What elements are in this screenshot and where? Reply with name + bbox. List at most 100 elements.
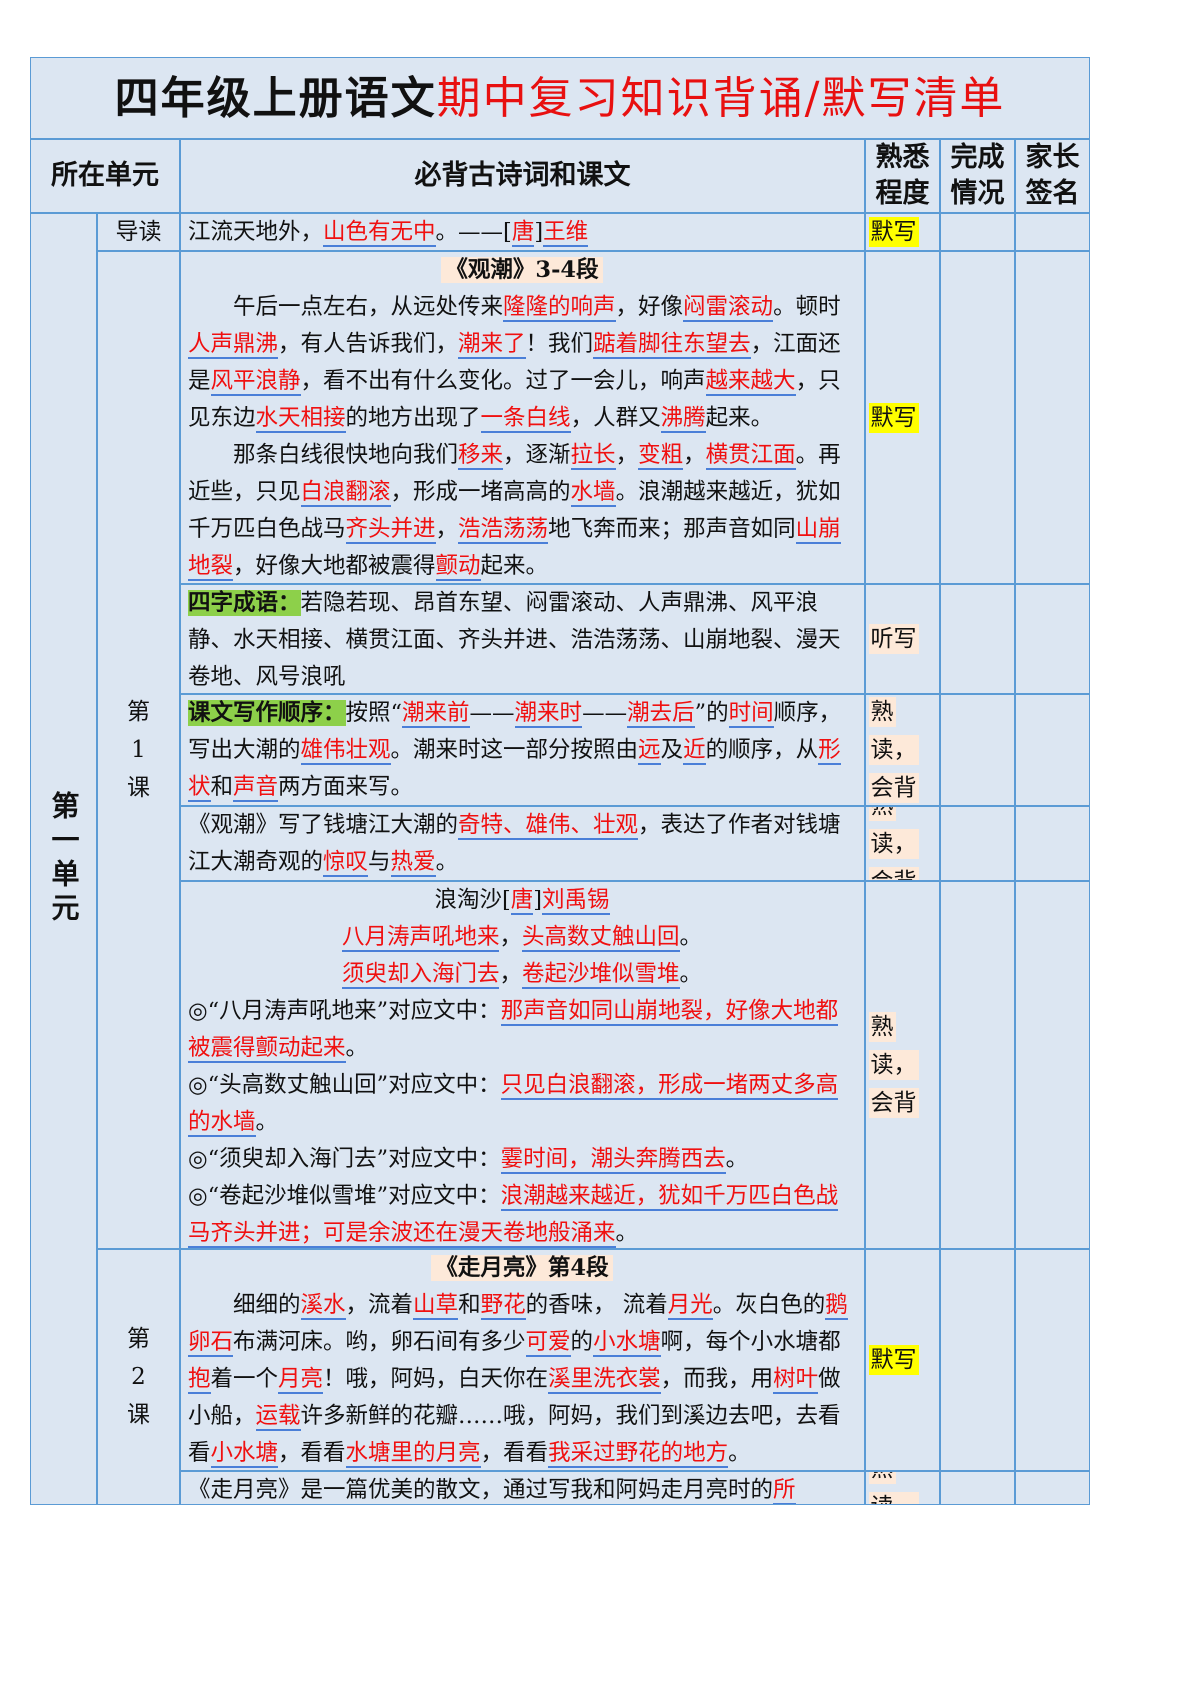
content-cell: 四字成语：若隐若现、昂首东望、闷雷滚动、人声鼎沸、风平浪静、水天相接、横贯江面、… xyxy=(180,584,865,694)
text-segment: 浪淘沙[ xyxy=(434,887,511,913)
text-segment: ，流着 xyxy=(345,1292,414,1318)
parent-signature-cell[interactable] xyxy=(1015,1471,1090,1505)
header-parent-signature: 家长签名 xyxy=(1015,139,1090,213)
completion-cell[interactable] xyxy=(940,1249,1015,1471)
text-segment: 。 xyxy=(345,1035,369,1061)
familiarity-cell: 熟读，会背 xyxy=(865,694,940,806)
key-phrase: 奇特、雄伟、壮观 xyxy=(458,812,639,840)
key-phrase: 水塘里的月亮 xyxy=(345,1440,481,1468)
text-segment: 许多新鲜的花瓣……哦，阿妈，我们到溪边去吧，去看看 xyxy=(188,1403,841,1466)
text-segment: 与 xyxy=(368,849,391,875)
familiarity-badge: 默写 xyxy=(868,1345,919,1375)
key-phrase: 风平浪静 xyxy=(210,368,301,396)
text-segment: 。潮来时这一部分按照由 xyxy=(390,737,639,763)
text-segment: 顺序，写出大潮的 xyxy=(188,700,842,763)
key-phrase: 惊叹 xyxy=(323,849,369,877)
lesson-2-label: 第2课 xyxy=(126,1326,150,1428)
key-phrase: 潮来时 xyxy=(514,700,583,728)
completion-cell[interactable] xyxy=(940,213,1015,251)
text-segment: ，看看 xyxy=(480,1440,549,1466)
text-segment: 的香味， 流着 xyxy=(525,1292,668,1318)
text-segment: 着一个 xyxy=(210,1366,279,1392)
parent-signature-cell[interactable] xyxy=(1015,694,1090,806)
familiarity-badge-wrap: 听写 xyxy=(867,620,939,658)
paragraph: 浪淘沙[唐]刘禹锡 xyxy=(188,882,856,919)
key-phrase: 须臾却入海门去 xyxy=(341,961,500,989)
completion-cell[interactable] xyxy=(940,806,1015,881)
key-phrase: 所 xyxy=(773,1477,796,1504)
text-segment: ，表达了作者对钱塘江大潮奇观的 xyxy=(188,812,841,875)
familiarity-badge-wrap: 熟读，会背 xyxy=(867,695,939,805)
text-segment: ，逐渐 xyxy=(503,442,571,468)
content-cell: 江流天地外，山色有无中。——[唐]王维 xyxy=(180,213,865,251)
completion-cell[interactable] xyxy=(940,694,1015,806)
key-phrase: 形状 xyxy=(188,737,841,802)
text-segment: 若隐若现、昂首东望、闷雷滚动、人声鼎沸、风平浪静、水天相接、横贯江面、齐头并进、… xyxy=(188,590,841,690)
parent-signature-cell[interactable] xyxy=(1015,584,1090,694)
text-segment: 啊，每个小水塘都 xyxy=(660,1329,841,1355)
lesson-intro: 导读 xyxy=(97,213,180,251)
key-phrase: 唐 xyxy=(511,219,535,247)
text-segment: ，而我，用 xyxy=(660,1366,774,1392)
key-phrase: 潮来前 xyxy=(402,700,470,728)
paragraph: 四字成语：若隐若现、昂首东望、闷雷滚动、人声鼎沸、风平浪静、水天相接、横贯江面、… xyxy=(188,585,856,693)
key-phrase: 溪里洗衣裳 xyxy=(548,1366,661,1394)
header-familiarity: 熟悉程度 xyxy=(865,139,940,213)
text-segment: 。 xyxy=(255,1109,279,1135)
text-segment: ，人群又 xyxy=(570,405,661,431)
key-phrase: 水墙 xyxy=(570,479,616,507)
paragraph: 午后一点左右，从远处传来隆隆的响声，好像闷雷滚动。顿时人声鼎沸，有人告诉我们，潮… xyxy=(188,289,856,437)
key-phrase: 变粗 xyxy=(638,442,684,470)
key-phrase: 横贯江面 xyxy=(705,442,796,470)
key-phrase: 野花 xyxy=(480,1292,526,1320)
key-phrase: 闷雷滚动 xyxy=(683,294,774,322)
text-segment: 起来。 xyxy=(480,553,549,579)
text-segment: ◎“头高数丈触山回”对应文中： xyxy=(188,1072,501,1098)
parent-signature-cell[interactable] xyxy=(1015,213,1090,251)
text-segment: 江流天地外， xyxy=(188,219,324,245)
text-segment: 。——[ xyxy=(435,219,512,245)
text-segment: 。顿时 xyxy=(773,294,841,320)
text-segment: 《观潮》写了钱塘江大潮的 xyxy=(188,812,459,838)
header-unit: 所在单元 xyxy=(30,139,180,213)
paragraph: ◎“头高数丈触山回”对应文中：只见白浪翻滚，形成一堵两丈多高的水墙。 xyxy=(188,1067,856,1141)
parent-signature-cell[interactable] xyxy=(1015,881,1090,1249)
familiarity-cell: 熟读，会背 xyxy=(865,806,940,881)
content-cell: 课文写作顺序：按照“潮来前——潮来时——潮去后”的时间顺序，写出大潮的雄伟壮观。… xyxy=(180,694,865,806)
content-cell: 浪淘沙[唐]刘禹锡 八月涛声吼地来，头高数丈触山回。 须臾却入海门去，卷起沙堆似雪堆… xyxy=(180,881,865,1249)
text-segment: ，好像 xyxy=(615,294,684,320)
parent-signature-cell[interactable] xyxy=(1015,1249,1090,1471)
parent-signature-cell[interactable] xyxy=(1015,806,1090,881)
completion-cell[interactable] xyxy=(940,1471,1015,1505)
key-phrase: 齐头并进 xyxy=(345,516,436,544)
text-segment: —— xyxy=(469,700,515,726)
completion-cell[interactable] xyxy=(940,251,1015,584)
text-segment: 布满河床。哟，卵石间有多少 xyxy=(233,1329,526,1355)
content-cell: 《走月亮》第4段 细细的溪水，流着山草和野花的香味， 流着月光。灰白色的鹅卵石布满… xyxy=(180,1249,865,1471)
key-phrase: 潮来了 xyxy=(458,331,526,359)
key-phrase: 山崩地裂 xyxy=(188,516,841,581)
completion-cell[interactable] xyxy=(940,584,1015,694)
key-phrase: 唐 xyxy=(510,887,534,915)
key-phrase: 小水塘 xyxy=(593,1329,661,1357)
key-phrase: 卷起沙堆似雪堆 xyxy=(522,961,680,989)
familiarity-badge: 听写 xyxy=(868,624,919,654)
content-cell: 《观潮》3-4段 午后一点左右，从远处传来隆隆的响声，好像闷雷滚动。顿时人声鼎沸，… xyxy=(180,251,865,584)
text-segment: 。 xyxy=(679,961,703,987)
key-phrase: 沸腾 xyxy=(660,405,706,433)
text-segment: 。 xyxy=(435,849,459,875)
key-phrase: 山草 xyxy=(413,1292,459,1320)
paragraph: 《走月亮》是一篇优美的散文，通过写我和阿妈走月亮时的所 xyxy=(188,1472,856,1504)
key-phrase: 远 xyxy=(638,737,661,765)
text-segment: 按照“ xyxy=(345,700,403,726)
familiarity-badge-wrap: 默写 xyxy=(867,1341,939,1379)
parent-signature-cell[interactable] xyxy=(1015,251,1090,584)
familiarity-badge: 熟读， xyxy=(868,1472,919,1504)
key-phrase: 只见白浪翻滚，形成一堵两丈多高的水墙 xyxy=(188,1072,839,1137)
header-content: 必背古诗词和课文 xyxy=(180,139,865,213)
paragraph: 须臾却入海门去，卷起沙堆似雪堆。 xyxy=(188,956,856,993)
text-segment: ◎“须臾却入海门去”对应文中： xyxy=(188,1146,501,1172)
completion-cell[interactable] xyxy=(940,881,1015,1249)
familiarity-cell: 默写 xyxy=(865,213,940,251)
paragraph: 细细的溪水，流着山草和野花的香味， 流着月光。灰白色的鹅卵石布满河床。哟，卵石间… xyxy=(188,1287,856,1470)
